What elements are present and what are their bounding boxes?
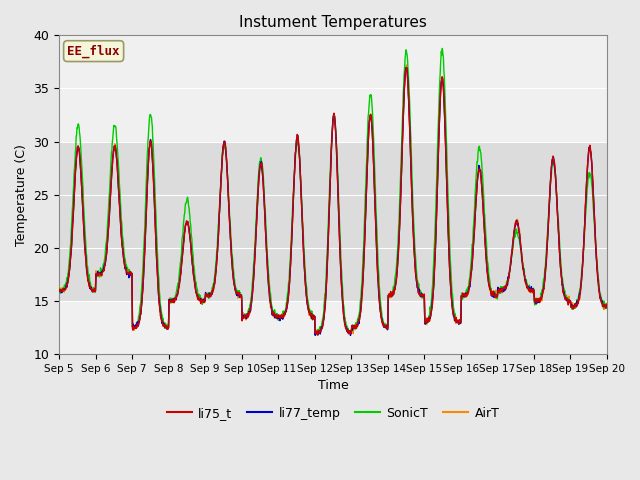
li75_t (314, 332, 321, 338)
AirT (556, 240, 563, 246)
Line: li75_t: li75_t (59, 67, 607, 335)
Line: li77_temp: li77_temp (59, 68, 607, 336)
li77_temp (347, 333, 355, 338)
SonicT (55, 286, 63, 292)
AirT (208, 288, 216, 293)
Bar (59, 142, 607, 301)
SonicT (570, 302, 578, 308)
li75_t (556, 242, 563, 248)
li75_t (403, 64, 411, 70)
li75_t (493, 294, 500, 300)
li75_t (349, 324, 357, 329)
SonicT (361, 205, 369, 211)
Y-axis label: Temperature (C): Temperature (C) (15, 144, 28, 246)
AirT (314, 332, 322, 338)
SonicT (312, 332, 320, 337)
li75_t (361, 229, 369, 235)
AirT (361, 230, 369, 236)
li77_temp (208, 290, 216, 296)
AirT (493, 295, 500, 300)
li77_temp (570, 304, 578, 310)
Legend: li75_t, li77_temp, SonicT, AirT: li75_t, li77_temp, SonicT, AirT (162, 402, 504, 425)
li75_t (55, 287, 63, 292)
Line: AirT: AirT (59, 65, 607, 335)
Line: SonicT: SonicT (59, 48, 607, 335)
AirT (349, 328, 357, 334)
AirT (55, 284, 63, 290)
SonicT (603, 304, 611, 310)
SonicT (208, 288, 216, 294)
X-axis label: Time: Time (317, 379, 348, 392)
AirT (403, 62, 410, 68)
SonicT (556, 232, 563, 238)
SonicT (349, 327, 357, 333)
SonicT (438, 46, 446, 51)
li77_temp (361, 231, 369, 237)
AirT (603, 305, 611, 311)
li77_temp (603, 303, 611, 309)
li75_t (570, 303, 578, 309)
li77_temp (556, 240, 563, 246)
SonicT (493, 293, 500, 299)
li75_t (603, 301, 611, 307)
li77_temp (349, 324, 357, 329)
Text: EE_flux: EE_flux (67, 45, 120, 58)
li77_temp (55, 288, 63, 293)
li77_temp (493, 293, 500, 299)
AirT (570, 303, 578, 309)
li77_temp (403, 65, 410, 71)
li75_t (208, 288, 216, 294)
Title: Instument Temperatures: Instument Temperatures (239, 15, 427, 30)
